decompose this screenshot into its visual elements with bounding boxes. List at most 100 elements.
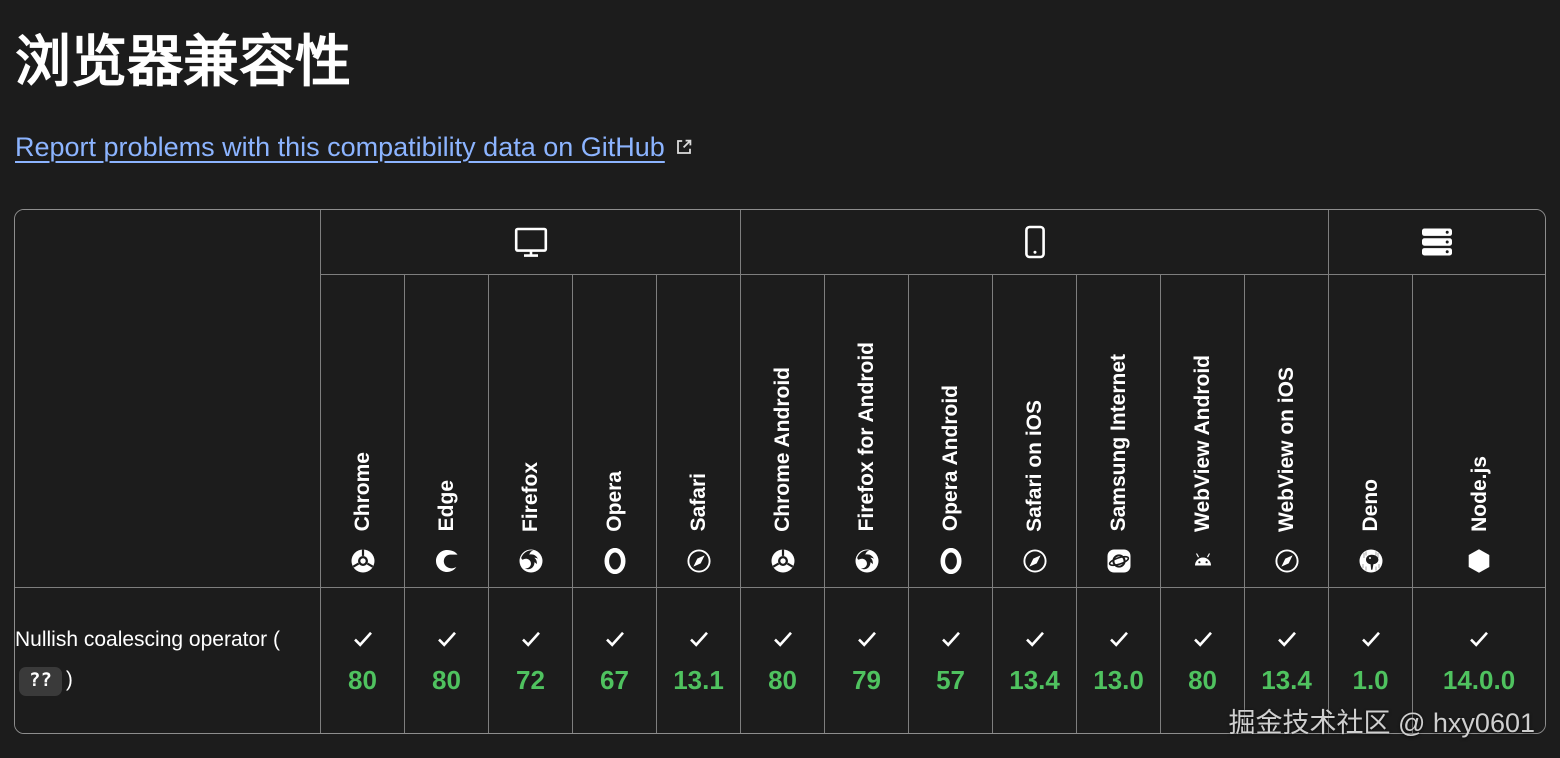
browser-name-label: Deno: [1359, 479, 1383, 532]
feature-column-header: [15, 209, 321, 588]
browser-name-label: WebView on iOS: [1275, 366, 1299, 532]
mobile-icon: [1024, 225, 1046, 259]
support-cell-chrome-android[interactable]: 80: [741, 587, 826, 733]
browser-name-label: Chrome: [351, 452, 374, 532]
check-icon: [1275, 627, 1299, 651]
platform-group-mobile: [741, 209, 1330, 275]
report-link-row: Report problems with this compatibility …: [15, 130, 1560, 165]
safari-icon: [1274, 548, 1300, 574]
feature-code: ??: [19, 667, 62, 696]
nodejs-icon: [1466, 548, 1492, 574]
check-icon: [1191, 627, 1215, 651]
browser-header-node-js: Node.js: [1413, 275, 1545, 588]
support-version: 57: [936, 665, 965, 696]
edge-icon: [434, 548, 460, 574]
safari-icon: [686, 548, 712, 574]
safari-icon: [1022, 548, 1048, 574]
browser-header-webview-android: WebView Android: [1161, 274, 1246, 588]
feature-row: Nullish coalescing operator (??) 80 80 72 67…: [15, 587, 1545, 733]
support-version: 14.0.0: [1442, 665, 1516, 696]
check-icon: [855, 627, 879, 651]
browser-name-label: Safari on iOS: [1023, 399, 1047, 532]
platform-group-desktop: [321, 209, 742, 275]
firefox-icon: [518, 548, 544, 574]
support-version: 67: [600, 665, 629, 696]
support-cell-opera-android[interactable]: 57: [909, 587, 994, 733]
support-cell-chrome[interactable]: 80: [321, 587, 405, 733]
compat-table: Chrome Edge Firefox Opera Safari Chrome Andro…: [15, 209, 1545, 733]
feature-name-text: Nullish coalescing operator (: [15, 628, 280, 652]
support-version: 79: [852, 665, 881, 696]
platform-group-desktop-inner: [321, 210, 740, 274]
feature-name: Nullish coalescing operator (??): [15, 587, 321, 733]
browser-name-label: Firefox for Android: [855, 342, 879, 532]
report-problems-link[interactable]: Report problems with this compatibility …: [15, 132, 693, 162]
support-version: 80: [768, 665, 797, 696]
deno-icon: [1358, 548, 1384, 574]
check-icon: [1467, 627, 1491, 651]
support-version: 1.0: [1352, 665, 1389, 696]
browser-name-label: Opera Android: [939, 385, 963, 532]
opera-icon: [602, 547, 628, 574]
browser-header-firefox: Firefox: [489, 274, 573, 588]
feature-name-suffix: ): [65, 668, 73, 692]
android-icon: [1188, 548, 1218, 574]
check-icon: [1107, 627, 1131, 651]
support-version: 80: [432, 665, 461, 696]
platform-group-server-inner: [1329, 210, 1545, 274]
browser-name-label: Safari: [687, 473, 711, 532]
support-cell-node-js[interactable]: 14.0.0: [1413, 588, 1545, 733]
support-cell-webview-android[interactable]: 80: [1161, 587, 1246, 733]
check-icon: [1359, 627, 1383, 651]
browser-header-chrome: Chrome: [321, 274, 405, 588]
compat-table-wrapper: Chrome Edge Firefox Opera Safari Chrome Andro…: [14, 208, 1546, 734]
check-icon: [435, 627, 459, 651]
support-version: 13.4: [1261, 665, 1312, 696]
browser-header-deno: Deno: [1329, 274, 1414, 588]
browser-header-webview-on-ios: WebView on iOS: [1245, 274, 1330, 588]
compat-table-body: Nullish coalescing operator (??) 80 80 72 67…: [15, 587, 1545, 733]
support-cell-opera[interactable]: 67: [573, 587, 657, 733]
check-icon: [939, 627, 963, 651]
external-link-icon: [675, 138, 693, 156]
support-cell-firefox-for-android[interactable]: 79: [825, 587, 910, 733]
chrome-icon: [350, 548, 376, 574]
browser-header-opera-android: Opera Android: [909, 274, 994, 588]
support-cell-webview-on-ios[interactable]: 13.4: [1245, 587, 1330, 733]
support-cell-edge[interactable]: 80: [405, 587, 489, 733]
firefox-icon: [854, 548, 880, 574]
browser-name-label: Opera: [603, 470, 626, 532]
chrome-icon: [770, 548, 796, 574]
browser-header-opera: Opera: [573, 274, 657, 588]
check-icon: [519, 627, 543, 651]
check-icon: [1023, 627, 1047, 651]
platform-group-server: [1329, 210, 1545, 275]
page-title: 浏览器兼容性: [15, 30, 351, 93]
browser-name-label: Samsung Internet: [1107, 354, 1131, 532]
support-cell-deno[interactable]: 1.0: [1329, 587, 1414, 733]
support-version: 13.0: [1093, 665, 1144, 696]
check-icon: [771, 627, 795, 651]
support-cell-samsung-internet[interactable]: 13.0: [1077, 587, 1162, 733]
check-icon: [687, 627, 711, 651]
samsung-internet-icon: [1106, 548, 1132, 574]
support-cell-firefox[interactable]: 72: [489, 587, 573, 733]
support-version: 80: [348, 665, 377, 696]
platform-group-mobile-inner: [741, 210, 1328, 274]
report-problems-link-label: Report problems with this compatibility …: [15, 131, 665, 162]
browser-header-safari: Safari: [657, 274, 742, 588]
platform-groups-row: [15, 209, 1545, 588]
support-version: 13.1: [673, 665, 724, 696]
browser-name-label: Edge: [435, 480, 458, 532]
browser-header-firefox-for-android: Firefox for Android: [825, 274, 910, 588]
support-cell-safari-on-ios[interactable]: 13.4: [993, 587, 1078, 733]
check-icon: [603, 627, 627, 651]
browser-name-label: Chrome Android: [771, 366, 795, 532]
support-cell-safari[interactable]: 13.1: [657, 587, 742, 733]
server-icon: [1420, 227, 1454, 257]
browser-header-safari-on-ios: Safari on iOS: [993, 274, 1078, 588]
check-icon: [351, 627, 375, 651]
browser-header-samsung-internet: Samsung Internet: [1077, 274, 1162, 588]
browser-name-label: WebView Android: [1191, 354, 1215, 532]
support-version: 13.4: [1009, 665, 1060, 696]
